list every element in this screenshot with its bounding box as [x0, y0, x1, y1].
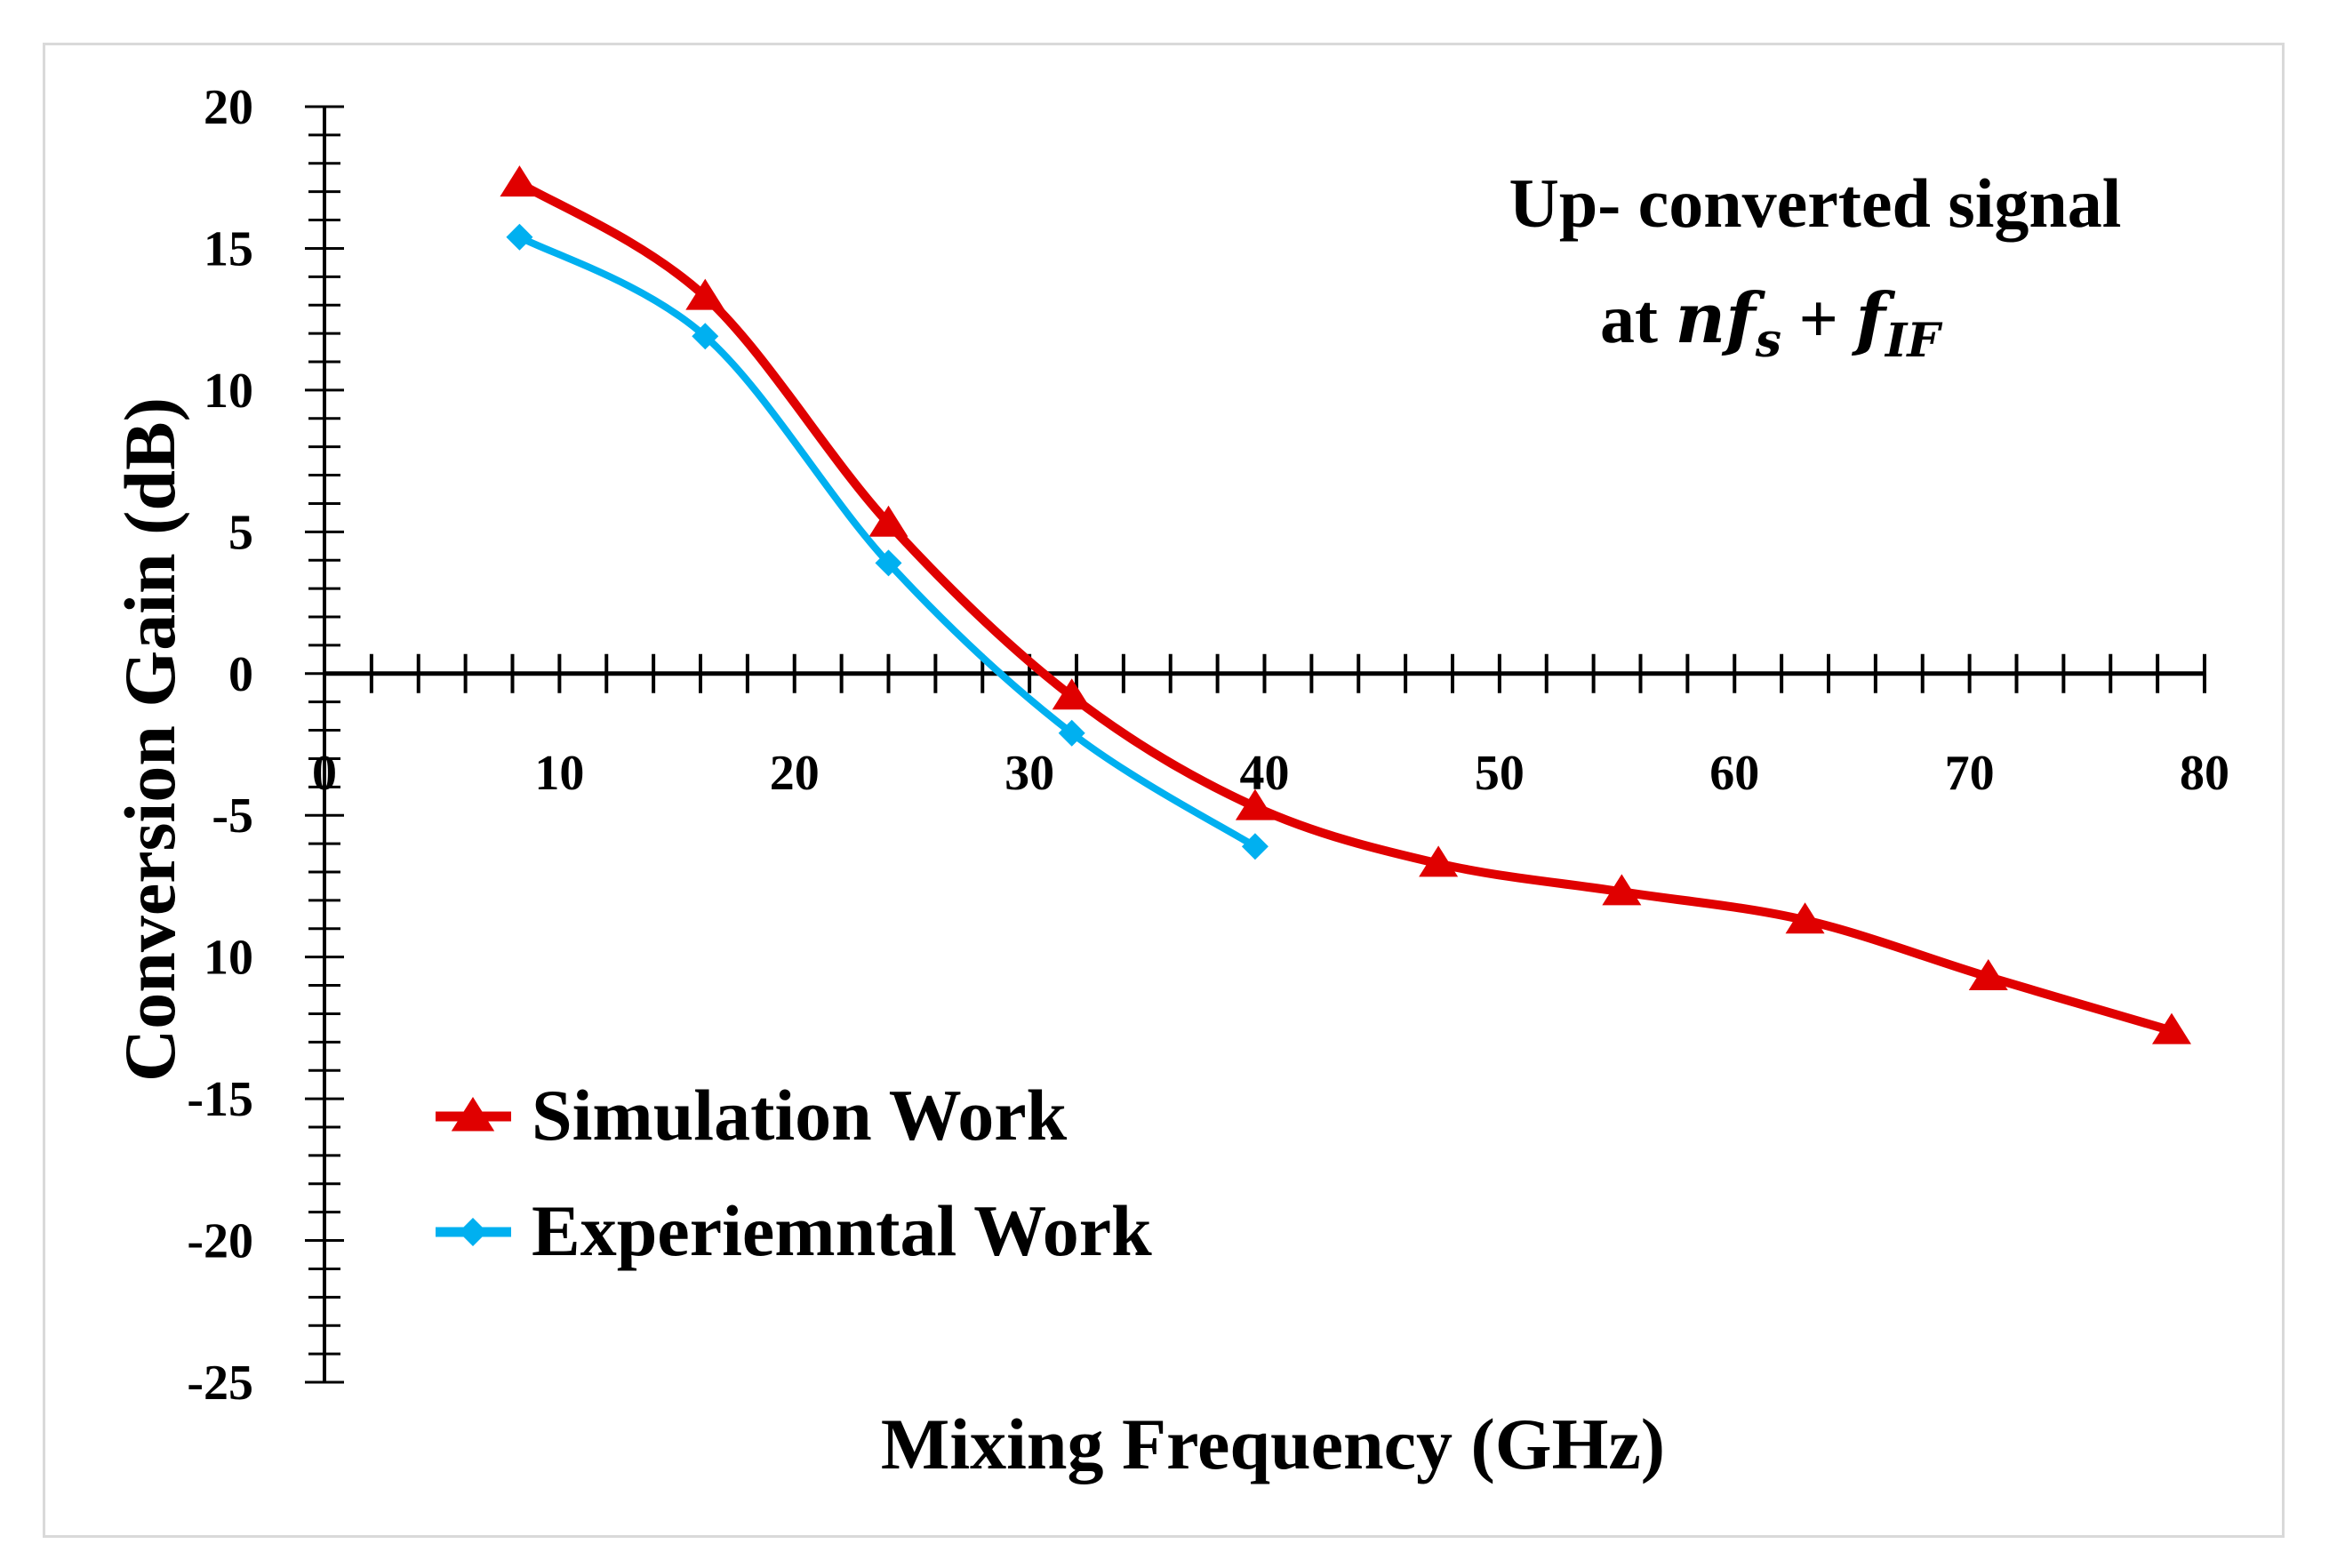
x-tick-label: 50 — [1475, 746, 1525, 801]
annotation-math-b-sub: IF — [1884, 314, 1942, 368]
y-tick-label: -25 — [187, 1356, 253, 1411]
data-point-triangle — [1785, 902, 1825, 934]
x-tick-label: 60 — [1709, 746, 1759, 801]
series-layer — [500, 165, 2191, 1044]
data-point-triangle — [1419, 845, 1459, 877]
y-tick-label: 20 — [204, 80, 253, 135]
x-tick-label: 80 — [2180, 746, 2229, 801]
y-tick-label: 10 — [204, 931, 253, 986]
annotation-line-2: at nfs + fIF — [1600, 278, 1942, 368]
data-point-diamond — [692, 323, 719, 350]
x-tick-label: 40 — [1240, 746, 1290, 801]
annotation-prefix: at — [1600, 280, 1675, 357]
legend-label-experimental: Experiemntal Work — [532, 1190, 1152, 1271]
legend-marker-experimental — [459, 1218, 487, 1246]
data-point-diamond — [506, 223, 533, 251]
y-tick-label: -15 — [187, 1072, 253, 1127]
series-line — [517, 234, 1258, 850]
x-tick-label: 0 — [312, 746, 337, 801]
y-tick-label: 15 — [204, 221, 253, 276]
legend-item-simulation: Simulation Work — [436, 1075, 1068, 1156]
legend-marker-simulation — [451, 1097, 495, 1132]
legend-label-simulation: Simulation Work — [532, 1075, 1068, 1156]
series-simulation — [500, 165, 2191, 1044]
y-tick-label: 10 — [204, 364, 253, 419]
y-tick-label: -20 — [187, 1214, 253, 1269]
series-line — [516, 179, 2173, 1036]
data-point-triangle — [685, 278, 725, 310]
y-axis-ticks: 20 15 10 5 0 -5 10 -15 -20 -25 — [187, 80, 344, 1411]
data-point-triangle — [1052, 678, 1092, 710]
x-axis-title: Mixing Frequency (GHz) — [881, 1404, 1665, 1484]
y-axis-title: Conversion Gain (dB) — [109, 397, 190, 1082]
data-point-triangle — [2151, 1012, 2191, 1044]
legend: Simulation Work Experiemntal Work — [436, 1075, 1152, 1271]
data-point-diamond — [1241, 833, 1269, 860]
legend-item-experimental: Experiemntal Work — [436, 1190, 1152, 1271]
annotation-math-a: nf — [1675, 278, 1765, 359]
data-point-triangle — [868, 505, 908, 537]
y-tick-label: -5 — [212, 788, 253, 844]
x-tick-label: 30 — [1004, 746, 1054, 801]
annotation-math-a-sub: s — [1755, 314, 1781, 368]
data-point-triangle — [1968, 958, 2008, 990]
x-tick-label: 10 — [534, 746, 584, 801]
data-point-triangle — [1235, 788, 1275, 820]
data-point-triangle — [1602, 874, 1642, 906]
y-tick-label: 0 — [228, 647, 253, 702]
x-tick-label: 20 — [770, 746, 820, 801]
annotation-operator: + — [1781, 280, 1855, 357]
series-experimental — [506, 223, 1269, 860]
y-tick-label: 5 — [228, 505, 253, 560]
annotation-line-1: Up- converted signal — [1509, 164, 2122, 242]
data-point-diamond — [1058, 719, 1085, 747]
x-tick-label: 70 — [1945, 746, 1995, 801]
x-axis-ticks: 0 10 20 30 40 50 60 70 80 — [312, 653, 2229, 801]
data-point-diamond — [875, 549, 902, 577]
data-point-triangle — [500, 165, 540, 197]
